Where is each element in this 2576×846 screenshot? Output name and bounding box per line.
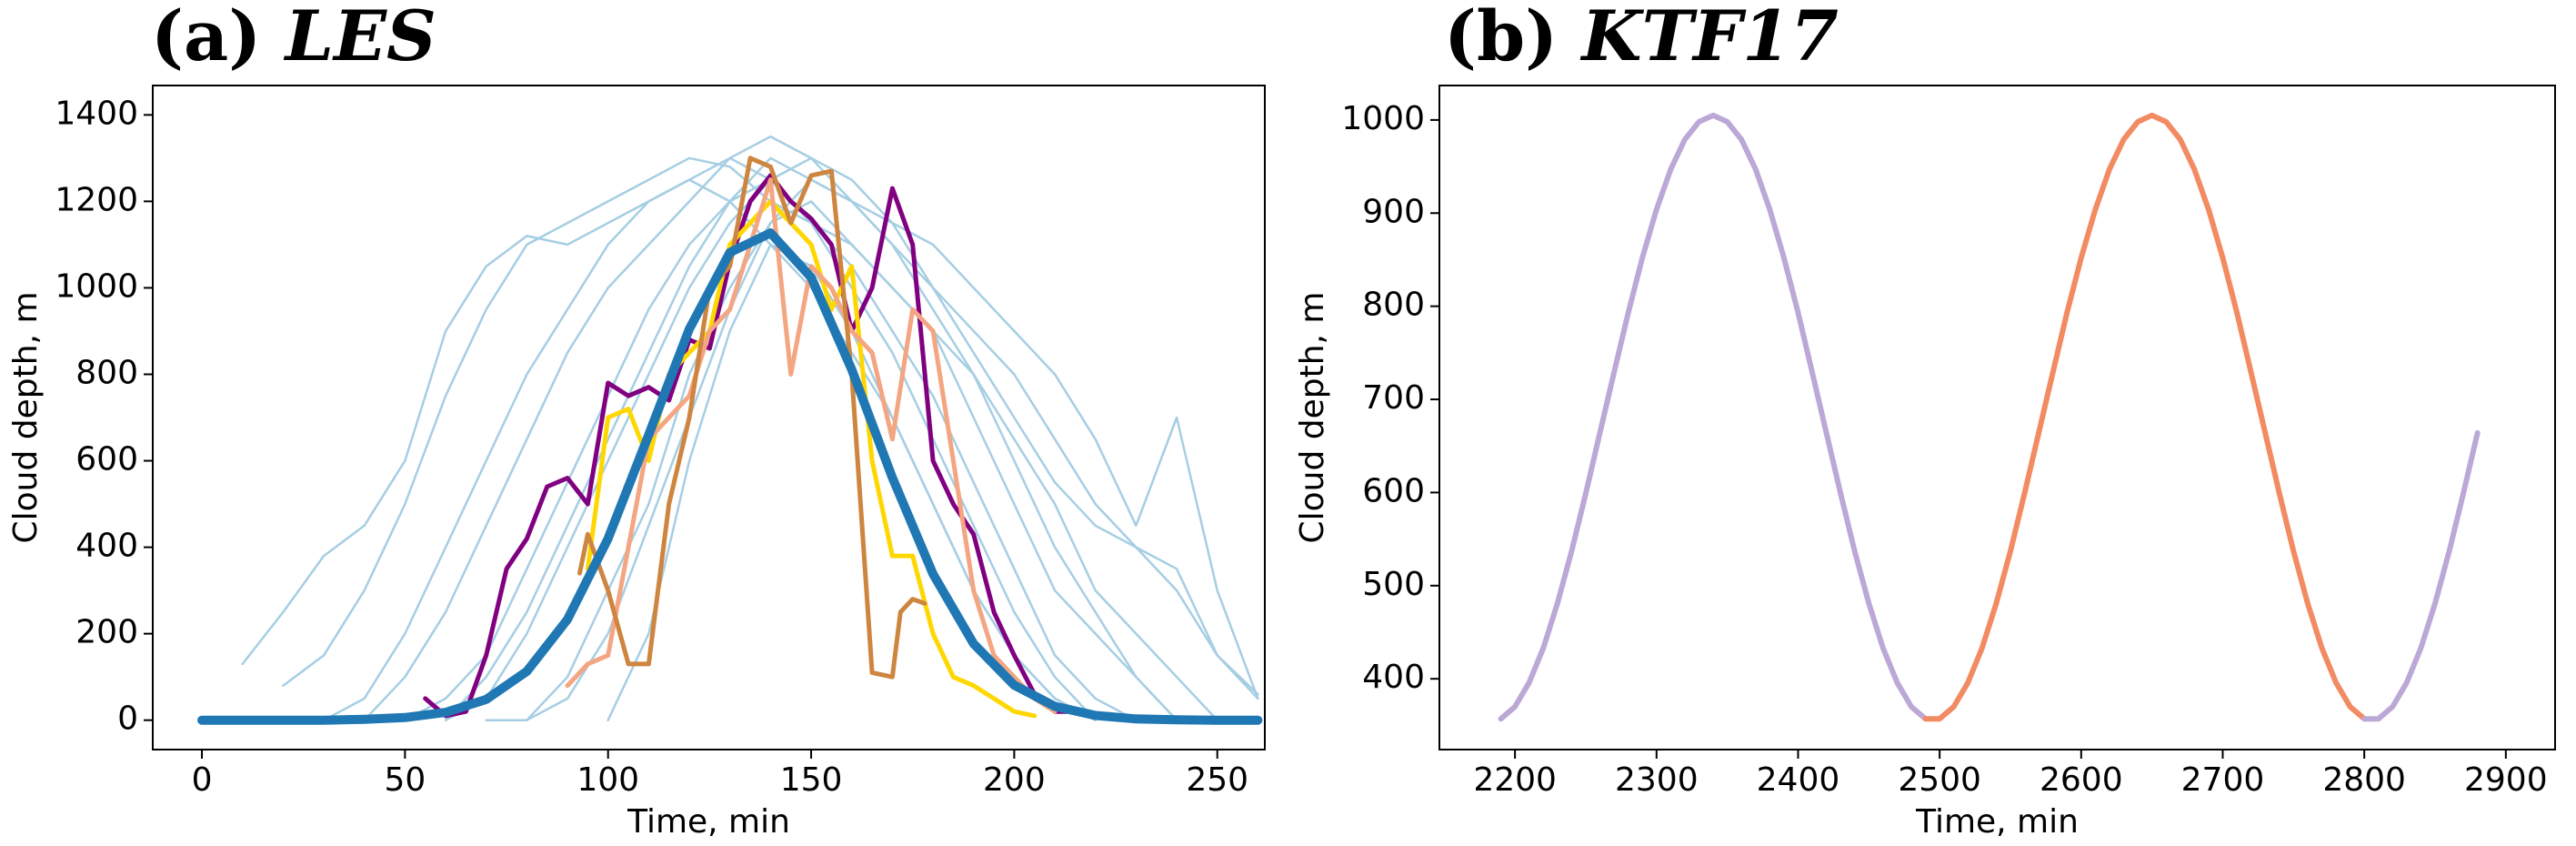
axes-frame <box>152 85 1266 750</box>
x-tick-label: 250 <box>1186 761 1248 799</box>
panel-title: (a) LES <box>151 0 436 76</box>
series-line <box>577 156 927 680</box>
x-tick-label: 2700 <box>2181 761 2265 799</box>
y-tick-label: 600 <box>75 441 138 478</box>
y-tick-label: 400 <box>75 528 138 565</box>
panel-label: (b) <box>1444 0 1558 76</box>
y-tick-label: 1000 <box>55 267 138 305</box>
series-line <box>444 156 1259 721</box>
x-tick-label: 2800 <box>2322 761 2406 799</box>
y-tick-label: 800 <box>1362 287 1425 324</box>
x-axis-label: Time, min <box>626 803 790 841</box>
x-tick-label: 50 <box>384 761 426 799</box>
series-line <box>282 156 1138 721</box>
y-tick-label: 700 <box>1362 379 1425 417</box>
y-tick-label: 900 <box>1362 193 1425 230</box>
x-tick-label: 2900 <box>2464 761 2548 799</box>
y-tick-label: 0 <box>117 700 138 738</box>
panel-name: KTF17 <box>1580 0 1839 76</box>
series-line <box>1922 112 2368 722</box>
x-axis-label: Time, min <box>1915 803 2079 841</box>
series-line <box>1498 112 1929 722</box>
y-tick-label: 1200 <box>55 181 138 218</box>
x-tick-label: 2500 <box>1898 761 1981 799</box>
series-line <box>2361 429 2481 722</box>
panel-title: (b) KTF17 <box>1444 0 1839 76</box>
y-tick-label: 400 <box>1362 659 1425 696</box>
panel-name: LES <box>284 0 436 76</box>
x-tick-label: 2400 <box>1757 761 1840 799</box>
x-tick-label: 150 <box>780 761 843 799</box>
y-tick-label: 800 <box>75 354 138 391</box>
x-tick-label: 0 <box>192 761 213 799</box>
y-tick-label: 1400 <box>55 95 138 132</box>
x-tick-label: 2600 <box>2040 761 2123 799</box>
series-line <box>404 178 1097 721</box>
y-tick-label: 1000 <box>1341 100 1425 137</box>
axes-frame <box>1438 85 2556 750</box>
y-tick-label: 200 <box>75 614 138 651</box>
series-line <box>423 173 1078 719</box>
y-axis-label: Cloud depth, m <box>1294 291 1331 543</box>
panel-label: (a) <box>151 0 261 76</box>
series-line <box>485 178 1178 721</box>
x-tick-label: 200 <box>983 761 1046 799</box>
x-tick-label: 2200 <box>1473 761 1557 799</box>
y-tick-label: 600 <box>1362 472 1425 509</box>
x-tick-label: 2300 <box>1615 761 1699 799</box>
series-line <box>444 156 1259 721</box>
x-tick-label: 100 <box>576 761 639 799</box>
series-line <box>322 156 1218 721</box>
y-axis-label: Cloud depth, m <box>7 291 45 543</box>
y-tick-label: 500 <box>1362 566 1425 603</box>
series-line <box>197 228 1263 725</box>
series-line <box>606 243 1097 721</box>
